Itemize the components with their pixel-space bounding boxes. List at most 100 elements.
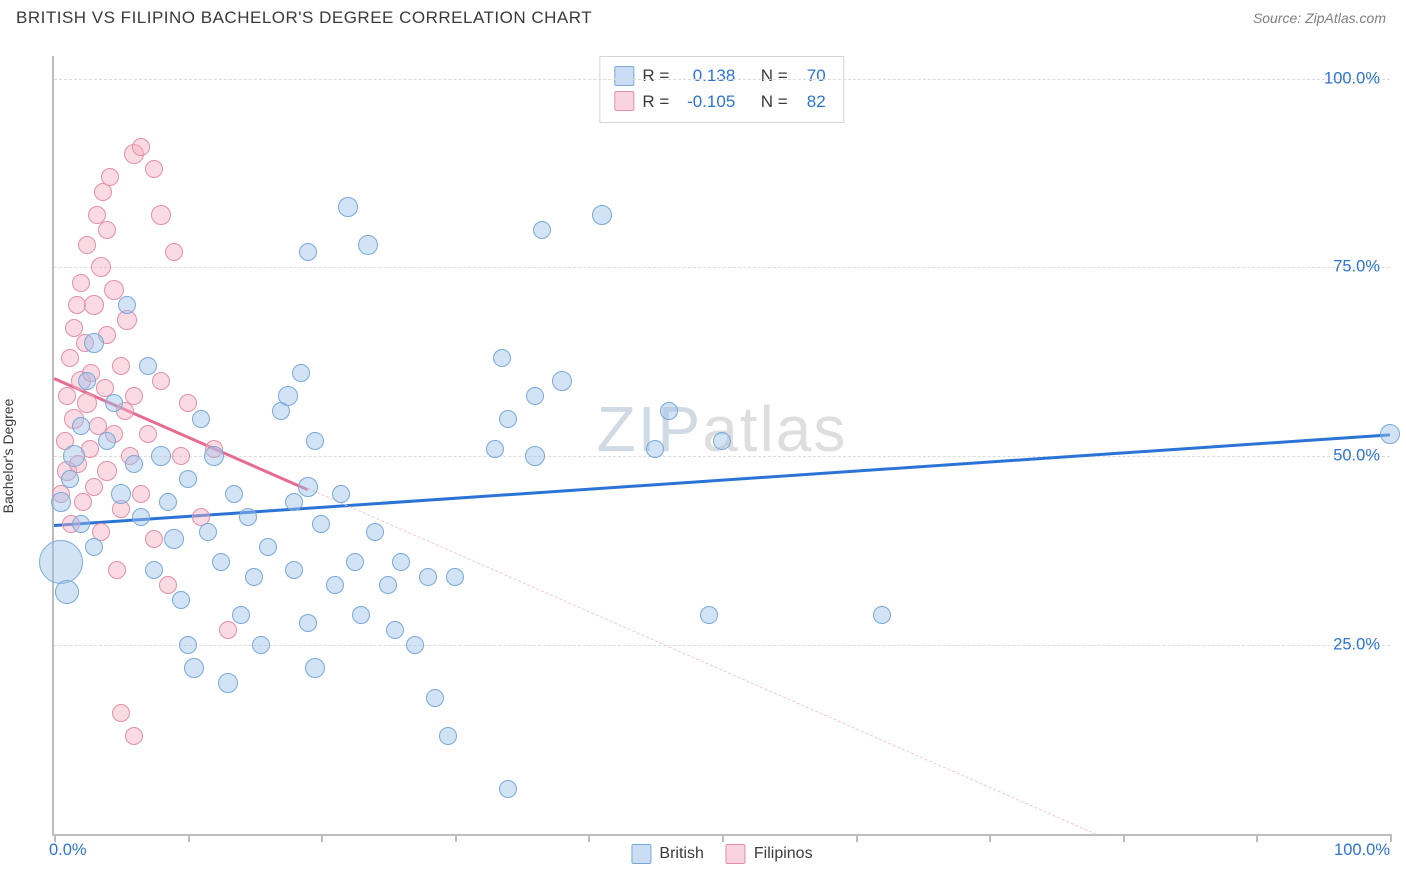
data-point bbox=[252, 636, 270, 654]
data-point bbox=[145, 530, 163, 548]
data-point bbox=[98, 221, 116, 239]
data-point bbox=[51, 492, 71, 512]
trend-line bbox=[308, 488, 1097, 835]
swatch-icon bbox=[631, 844, 651, 864]
data-point bbox=[346, 553, 364, 571]
data-point bbox=[139, 357, 157, 375]
data-point bbox=[446, 568, 464, 586]
data-point bbox=[278, 386, 298, 406]
x-tick bbox=[1390, 834, 1392, 842]
data-point bbox=[165, 243, 183, 261]
data-point bbox=[63, 445, 85, 467]
data-point bbox=[152, 372, 170, 390]
data-point bbox=[212, 553, 230, 571]
data-point bbox=[112, 704, 130, 722]
data-point bbox=[101, 168, 119, 186]
watermark: ZIPatlas bbox=[597, 392, 848, 466]
data-point bbox=[419, 568, 437, 586]
x-tick-label: 100.0% bbox=[1334, 841, 1390, 860]
x-tick bbox=[455, 834, 457, 842]
data-point bbox=[151, 446, 171, 466]
data-point bbox=[352, 606, 370, 624]
data-point bbox=[306, 432, 324, 450]
data-point bbox=[132, 138, 150, 156]
data-point bbox=[132, 508, 150, 526]
data-point bbox=[299, 243, 317, 261]
legend-item-filipinos: Filipinos bbox=[726, 844, 813, 864]
plot-area: ZIPatlas R = 0.138 N = 70 R = -0.105 N =… bbox=[52, 56, 1390, 836]
data-point bbox=[159, 493, 177, 511]
data-point bbox=[713, 432, 731, 450]
data-point bbox=[298, 477, 318, 497]
data-point bbox=[125, 727, 143, 745]
data-point bbox=[326, 576, 344, 594]
data-point bbox=[192, 410, 210, 428]
x-tick-label: 0.0% bbox=[49, 841, 87, 860]
data-point bbox=[98, 432, 116, 450]
swatch-icon bbox=[614, 66, 634, 86]
y-tick-label: 100.0% bbox=[1324, 69, 1380, 88]
data-point bbox=[172, 447, 190, 465]
n-label: N = bbox=[761, 63, 788, 89]
data-point bbox=[184, 658, 204, 678]
x-tick bbox=[1123, 834, 1125, 842]
swatch-icon bbox=[726, 844, 746, 864]
data-point bbox=[386, 621, 404, 639]
x-tick bbox=[989, 834, 991, 842]
swatch-icon bbox=[614, 91, 634, 111]
data-point bbox=[439, 727, 457, 745]
data-point bbox=[125, 455, 143, 473]
stats-row-filipinos: R = -0.105 N = 82 bbox=[614, 89, 825, 115]
data-point bbox=[91, 257, 111, 277]
data-point bbox=[78, 236, 96, 254]
data-point bbox=[338, 197, 358, 217]
gridline bbox=[54, 79, 1390, 80]
gridline bbox=[54, 267, 1390, 268]
data-point bbox=[533, 221, 551, 239]
data-point bbox=[218, 673, 238, 693]
r-label: R = bbox=[642, 63, 669, 89]
data-point bbox=[426, 689, 444, 707]
data-point bbox=[526, 387, 544, 405]
data-point bbox=[125, 387, 143, 405]
data-point bbox=[85, 478, 103, 496]
data-point bbox=[245, 568, 263, 586]
legend-item-british: British bbox=[631, 844, 703, 864]
data-point bbox=[84, 333, 104, 353]
data-point bbox=[299, 614, 317, 632]
data-point bbox=[179, 470, 197, 488]
data-point bbox=[285, 561, 303, 579]
data-point bbox=[112, 357, 130, 375]
data-point bbox=[139, 425, 157, 443]
y-tick-label: 50.0% bbox=[1333, 447, 1380, 466]
data-point bbox=[312, 515, 330, 533]
data-point bbox=[164, 529, 184, 549]
data-point bbox=[499, 780, 517, 798]
data-point bbox=[592, 205, 612, 225]
watermark-atlas: atlas bbox=[702, 393, 847, 465]
data-point bbox=[406, 636, 424, 654]
n-value: 70 bbox=[796, 63, 826, 89]
data-point bbox=[159, 576, 177, 594]
data-point bbox=[111, 484, 131, 504]
r-label: R = bbox=[642, 89, 669, 115]
data-point bbox=[232, 606, 250, 624]
data-point bbox=[39, 540, 83, 584]
legend-label: British bbox=[659, 845, 703, 863]
data-point bbox=[55, 580, 79, 604]
data-point bbox=[358, 235, 378, 255]
data-point bbox=[77, 393, 97, 413]
data-point bbox=[78, 372, 96, 390]
r-value: -0.105 bbox=[677, 89, 735, 115]
data-point bbox=[379, 576, 397, 594]
x-tick bbox=[321, 834, 323, 842]
data-point bbox=[873, 606, 891, 624]
stats-box: R = 0.138 N = 70 R = -0.105 N = 82 bbox=[599, 56, 844, 123]
data-point bbox=[61, 470, 79, 488]
data-point bbox=[105, 394, 123, 412]
data-point bbox=[72, 417, 90, 435]
data-point bbox=[392, 553, 410, 571]
x-tick bbox=[722, 834, 724, 842]
stats-row-british: R = 0.138 N = 70 bbox=[614, 63, 825, 89]
data-point bbox=[84, 295, 104, 315]
